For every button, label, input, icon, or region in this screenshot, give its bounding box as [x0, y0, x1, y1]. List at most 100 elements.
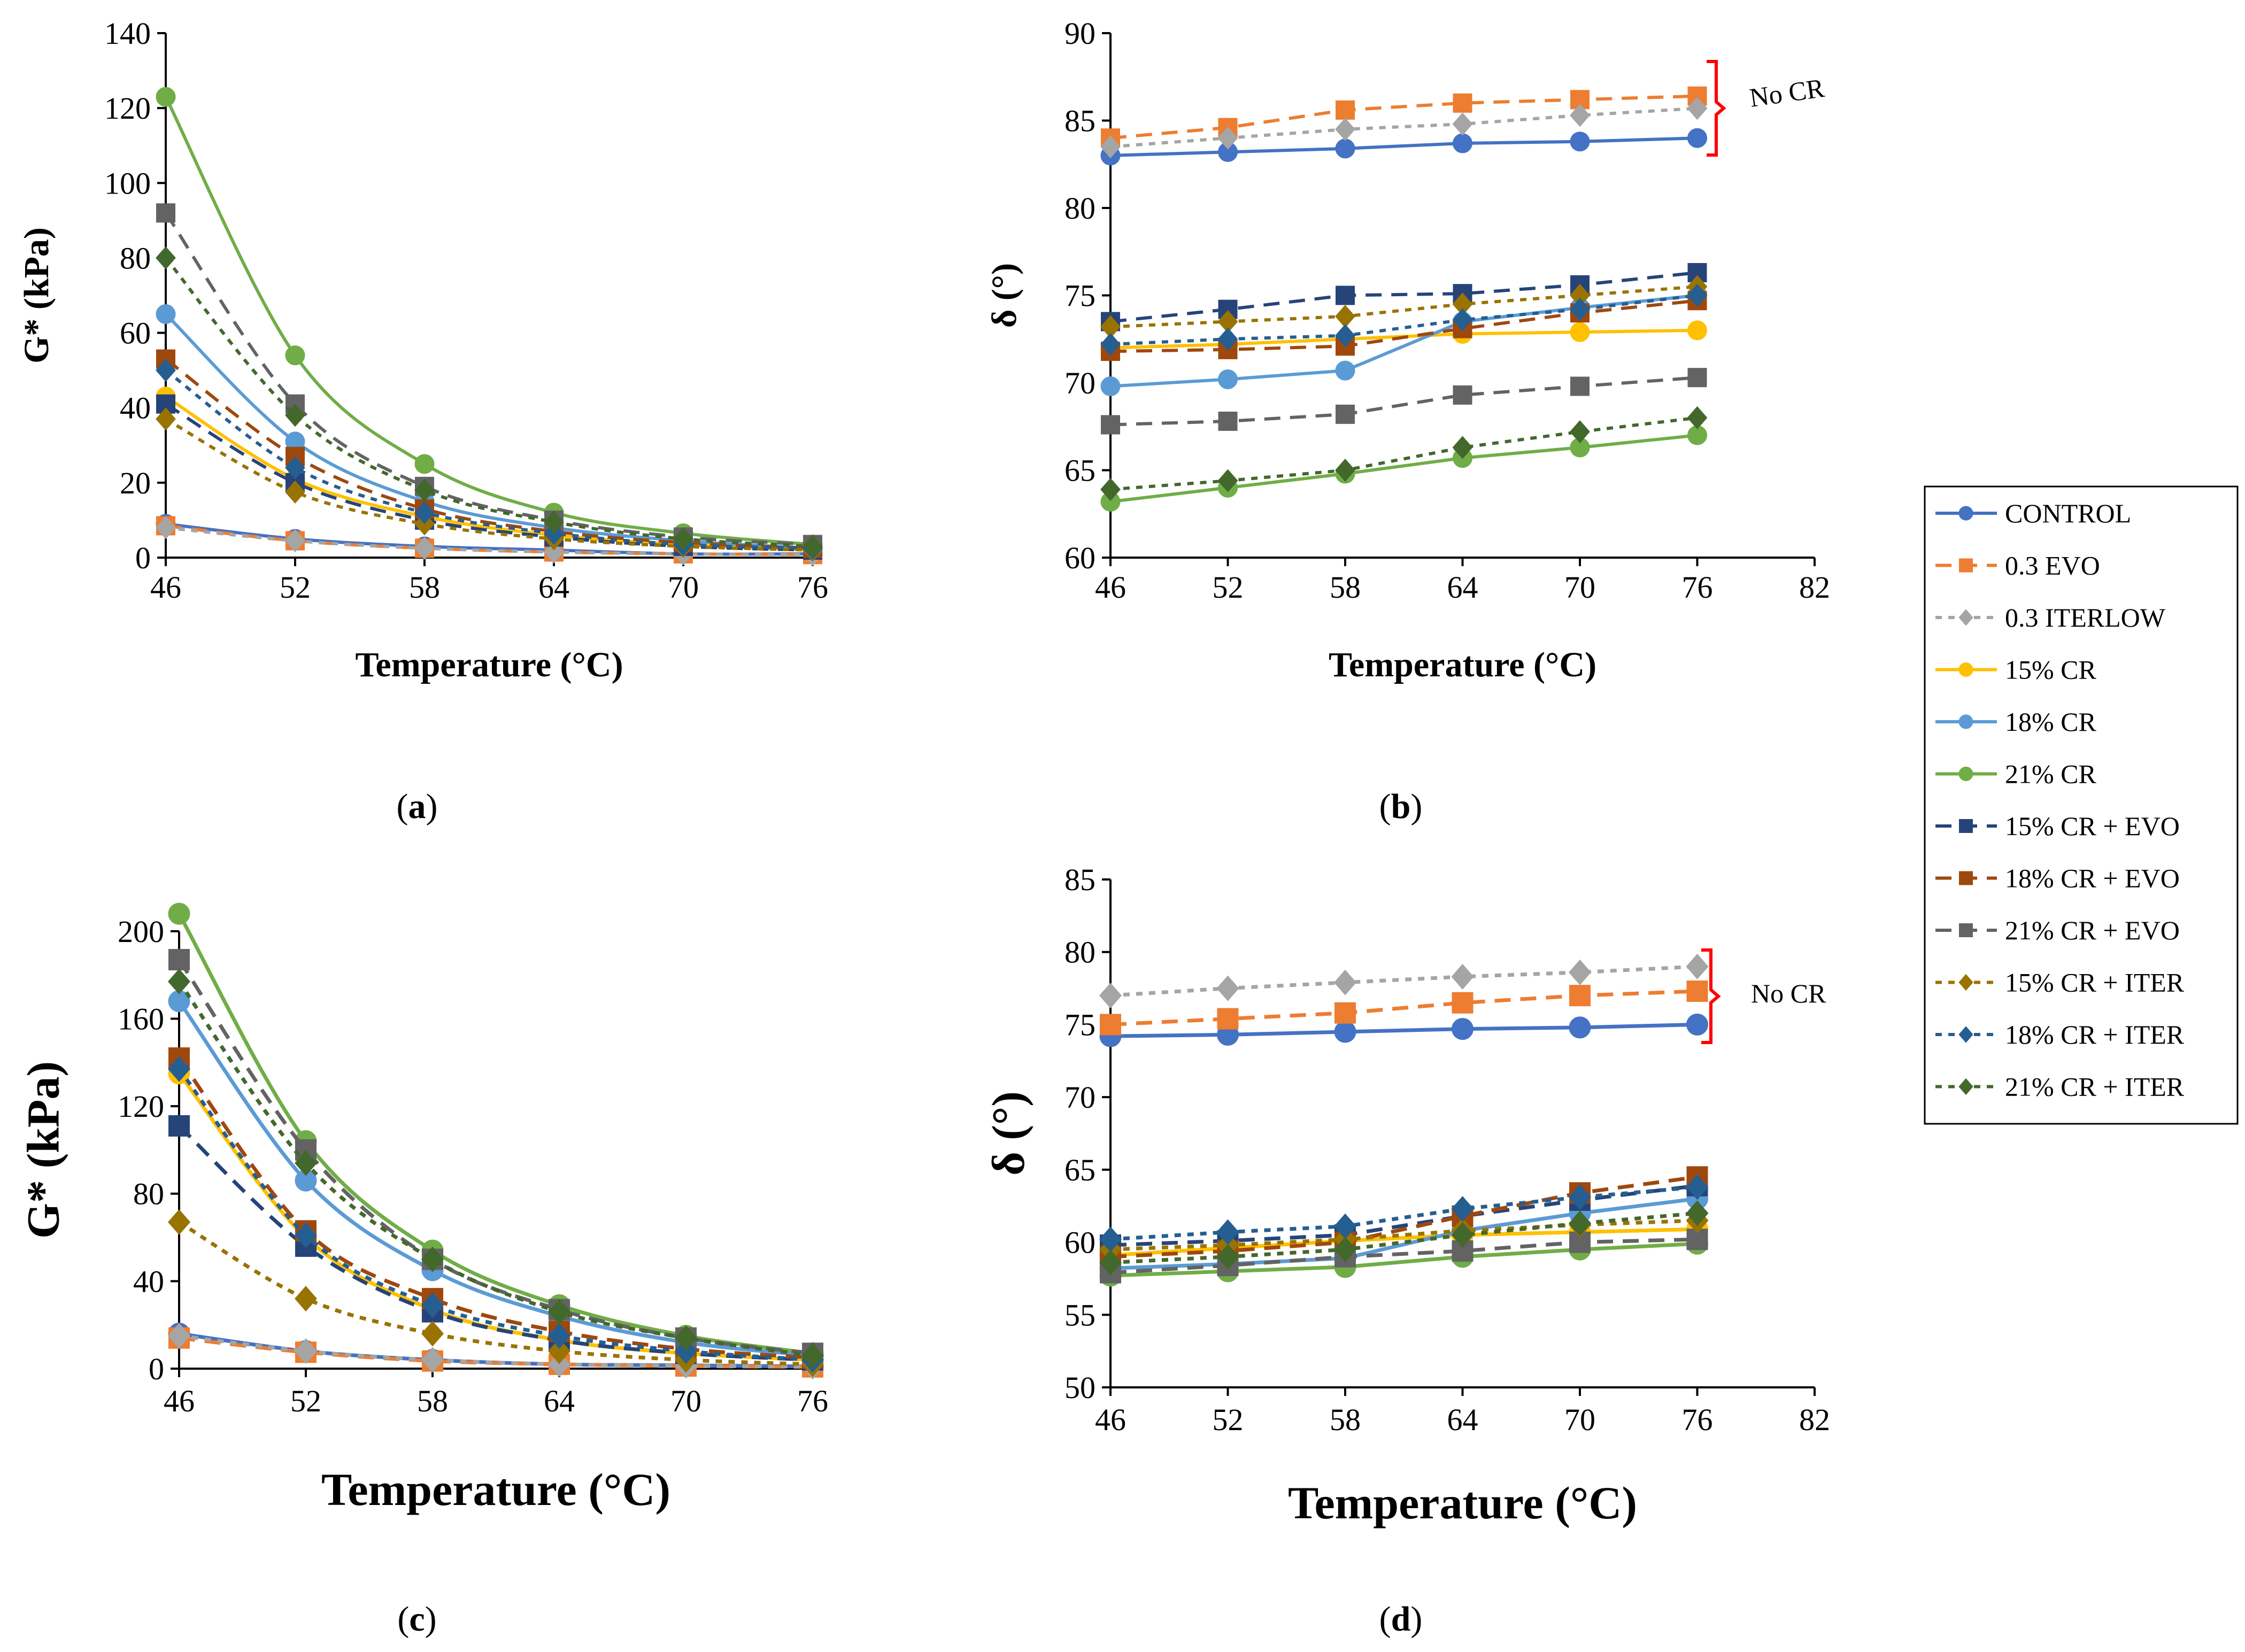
- y-tick-label: 65: [1064, 1153, 1096, 1187]
- data-point: [1217, 126, 1238, 150]
- legend-box: [1924, 485, 2239, 1125]
- series-line: [165, 418, 813, 552]
- x-tick-label: 70: [1564, 570, 1595, 605]
- x-tick-label: 64: [1447, 1402, 1478, 1437]
- data-point: [548, 1323, 570, 1349]
- legend-item: 18% CR + EVO: [1935, 863, 2180, 893]
- data-point: [421, 1321, 444, 1347]
- data-point: [1336, 285, 1355, 305]
- series-line: [1110, 299, 1698, 353]
- data-point: [295, 1222, 317, 1248]
- legend-label: CONTROL: [2005, 498, 2131, 528]
- data-point: [295, 1338, 317, 1364]
- data-point: [285, 404, 305, 427]
- series-line: [178, 1068, 813, 1362]
- series-18-cr-iter: [1099, 1174, 1709, 1253]
- data-point: [1570, 322, 1590, 342]
- series-21-cr-iter: [156, 246, 823, 558]
- series-line: [177, 913, 813, 1355]
- series-line: [179, 1336, 813, 1369]
- data-point: [285, 456, 305, 480]
- data-point: [1100, 477, 1121, 501]
- legend-item: 15% CR + ITER: [1935, 968, 2185, 998]
- data-point: [1100, 315, 1121, 338]
- data-point: [1334, 969, 1356, 995]
- legend-marker: [1958, 1078, 1973, 1095]
- data-point: [1335, 324, 1355, 348]
- x-tick-label: 82: [1799, 1402, 1830, 1437]
- series-line: [178, 1000, 813, 1357]
- x-tick-label: 76: [797, 1384, 828, 1418]
- x-axis-label: Temperature (°C): [321, 1464, 670, 1515]
- no-cr-label: No CR: [1751, 978, 1826, 1008]
- data-point: [285, 345, 305, 366]
- legend-marker: [1958, 767, 1973, 781]
- data-point: [1570, 298, 1590, 321]
- data-point: [1334, 1237, 1356, 1263]
- data-point: [1099, 983, 1122, 1009]
- x-tick-label: 76: [797, 570, 828, 605]
- data-point: [1099, 1249, 1122, 1276]
- legend-label: 0.3 EVO: [2005, 551, 2100, 581]
- data-point: [1570, 132, 1590, 152]
- y-tick-label: 80: [120, 241, 151, 275]
- data-point: [414, 501, 435, 524]
- data-point: [1687, 283, 1708, 307]
- series-15-cr-iter: [1100, 275, 1708, 338]
- y-tick-label: 50: [1064, 1370, 1096, 1405]
- series-line: [1110, 1022, 1698, 1038]
- y-tick-label: 0: [149, 1352, 164, 1386]
- y-tick-label: 55: [1064, 1298, 1096, 1332]
- series-15-cr-evo: [1101, 263, 1707, 331]
- legend-label: 15% CR: [2005, 655, 2097, 685]
- series-21-cr: [156, 87, 823, 554]
- series-15-cr-iter: [168, 1209, 824, 1377]
- data-point: [1217, 1008, 1239, 1030]
- series-line: [165, 526, 813, 557]
- y-tick-label: 40: [133, 1264, 164, 1299]
- x-tick-label: 82: [1799, 570, 1830, 605]
- data-point: [1570, 420, 1590, 444]
- data-point: [295, 1150, 317, 1176]
- legend-label: 0.3 ITERLOW: [2005, 603, 2166, 632]
- bracket: [1707, 60, 1726, 157]
- series-line: [1110, 1196, 1698, 1270]
- data-point: [673, 527, 693, 551]
- data-point: [285, 480, 305, 504]
- data-point: [156, 304, 176, 325]
- series-line: [1110, 989, 1698, 1026]
- chart-a: 0 20 40 60 80 100 120 140 46 52 58 64 70 76 Temperatur…: [17, 16, 828, 826]
- data-point: [168, 949, 190, 970]
- series-line: [178, 959, 813, 1355]
- series-line: [178, 1057, 813, 1360]
- series-line: [178, 980, 813, 1357]
- series-line: [164, 257, 813, 548]
- data-point: [1570, 104, 1590, 127]
- series-line: [1110, 1185, 1698, 1241]
- data-point: [1686, 1174, 1709, 1200]
- data-point: [1099, 1226, 1122, 1253]
- legend-marker: [1958, 662, 1973, 677]
- series-15-cr: [1100, 320, 1707, 358]
- legend-marker: [1959, 558, 1973, 573]
- y-tick-label: 85: [1064, 862, 1096, 897]
- series-line: [1110, 964, 1698, 998]
- data-point: [285, 529, 305, 553]
- y-tick-label: 90: [1064, 16, 1096, 51]
- series-line: [1110, 1184, 1698, 1247]
- data-point: [1452, 308, 1473, 331]
- y-tick-label: 80: [133, 1177, 164, 1211]
- data-point: [1100, 333, 1121, 356]
- legend-marker: [1959, 923, 1973, 937]
- panel-caption: (d): [1379, 1600, 1423, 1639]
- series-control: [1100, 128, 1707, 166]
- legend-item: CONTROL: [1935, 498, 2131, 528]
- series-line: [1110, 294, 1698, 346]
- series-21-cr-evo: [1101, 368, 1707, 435]
- legend-label: 21% CR + ITER: [2005, 1072, 2185, 1102]
- data-point: [1218, 411, 1238, 431]
- x-tick-label: 70: [1564, 1402, 1595, 1437]
- legend-label: 15% CR + ITER: [2005, 968, 2185, 998]
- y-tick-label: 160: [118, 1001, 164, 1036]
- y-tick-label: 120: [104, 91, 151, 126]
